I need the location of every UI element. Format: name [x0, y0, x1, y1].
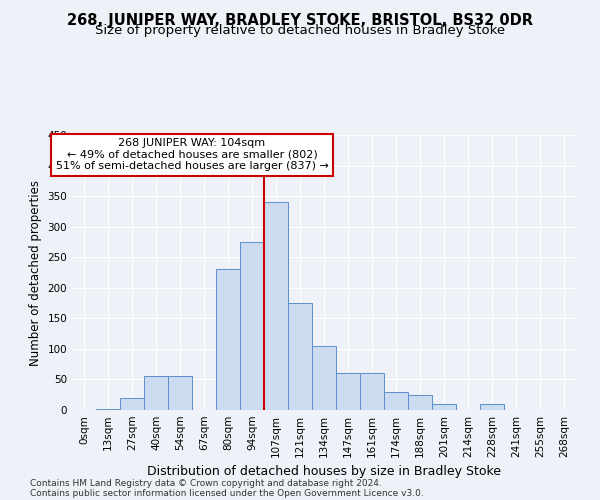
Text: 268, JUNIPER WAY, BRADLEY STOKE, BRISTOL, BS32 0DR: 268, JUNIPER WAY, BRADLEY STOKE, BRISTOL… — [67, 12, 533, 28]
Text: Contains HM Land Registry data © Crown copyright and database right 2024.: Contains HM Land Registry data © Crown c… — [30, 478, 382, 488]
Bar — [264, 202, 288, 410]
Bar — [384, 392, 408, 410]
Bar — [120, 398, 144, 410]
Bar — [216, 270, 240, 410]
Text: 268 JUNIPER WAY: 104sqm
← 49% of detached houses are smaller (802)
51% of semi-d: 268 JUNIPER WAY: 104sqm ← 49% of detache… — [56, 138, 328, 172]
Bar — [240, 242, 264, 410]
Bar — [336, 374, 360, 410]
Bar — [408, 394, 432, 410]
Text: Contains public sector information licensed under the Open Government Licence v3: Contains public sector information licen… — [30, 488, 424, 498]
Bar — [168, 376, 192, 410]
Bar — [480, 404, 504, 410]
Y-axis label: Number of detached properties: Number of detached properties — [29, 180, 42, 366]
Bar — [96, 409, 120, 410]
Bar — [144, 376, 168, 410]
Text: Size of property relative to detached houses in Bradley Stoke: Size of property relative to detached ho… — [95, 24, 505, 37]
Bar — [360, 374, 384, 410]
Bar — [312, 346, 336, 410]
Bar — [288, 303, 312, 410]
X-axis label: Distribution of detached houses by size in Bradley Stoke: Distribution of detached houses by size … — [147, 466, 501, 478]
Bar — [432, 404, 456, 410]
